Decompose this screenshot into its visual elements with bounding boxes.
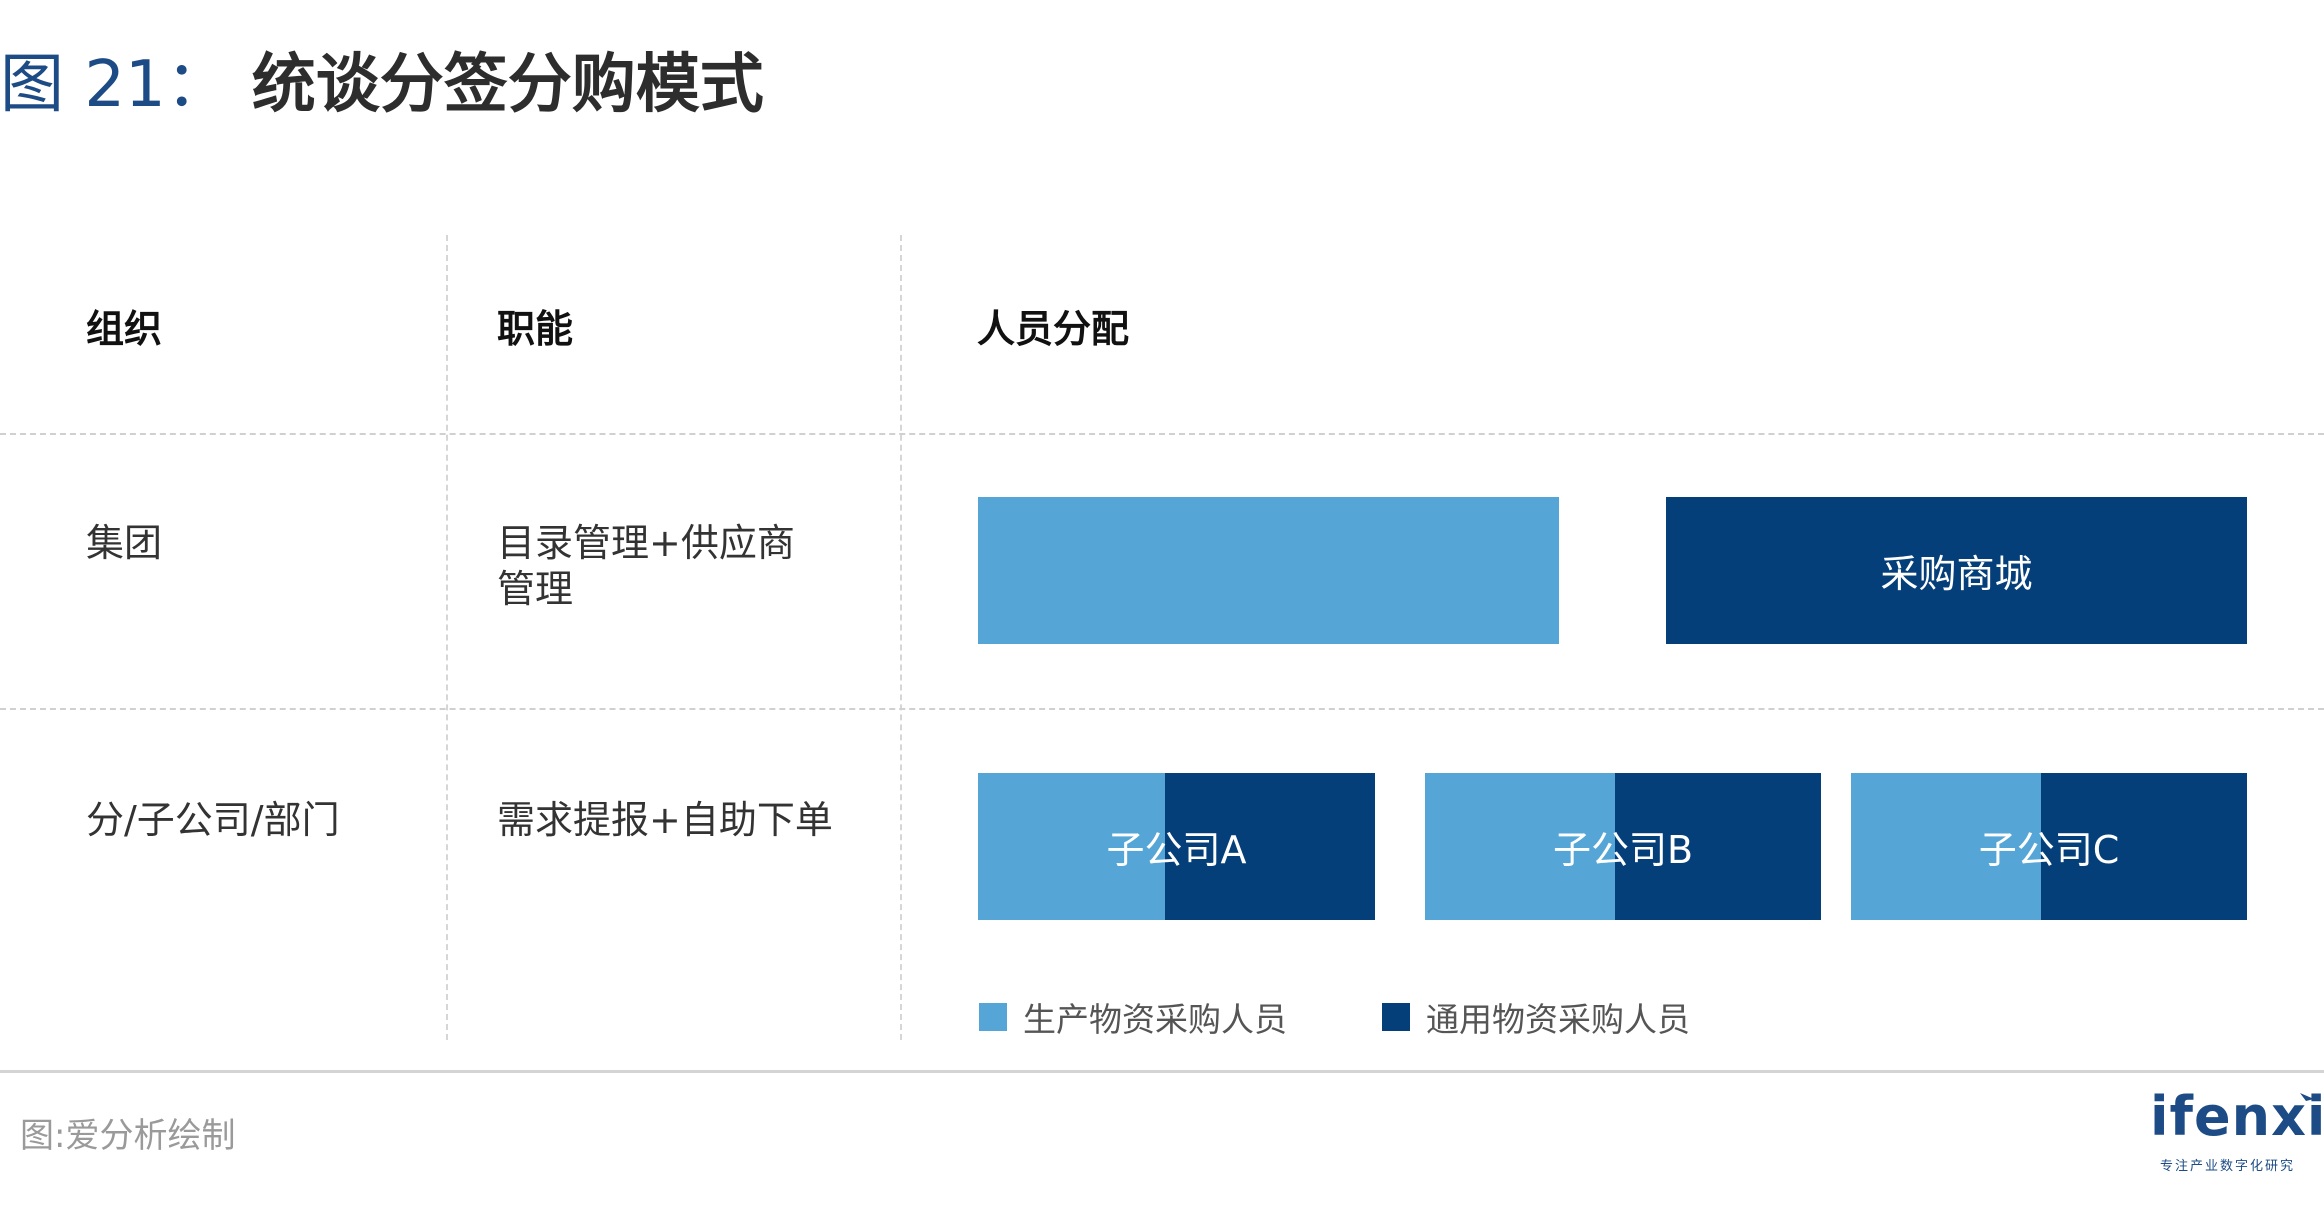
logo-word: ifenxi: [2150, 1085, 2324, 1148]
row-group-org: 集团: [86, 521, 163, 565]
source-note: 图:爱分析绘制: [20, 1116, 236, 1156]
subsidiary-c-bar: 子公司C: [1851, 773, 2247, 920]
subsidiary-a-general-segment: [1164, 773, 1375, 920]
row-subsidiary-org: 分/子公司/部门: [86, 798, 340, 842]
subsidiary-b-label: 子公司B: [1552, 828, 1694, 872]
header-function: 职能: [497, 307, 574, 351]
row-group-function-line2: 管理: [497, 567, 574, 611]
logo-arrow-icon: [2300, 1093, 2314, 1101]
row-group-function: 目录管理+供应商 管理: [497, 520, 795, 612]
row-group-function-line1: 目录管理+供应商: [497, 521, 795, 565]
ifenxi-logo: ifenxi 专注产业数字化研究: [2150, 1085, 2324, 1175]
subsidiary-c-general-segment: [2041, 773, 2247, 920]
subsidiary-b-production-segment: [1425, 773, 1616, 920]
subsidiary-a-label: 子公司A: [1106, 828, 1247, 872]
legend-general: 通用物资采购人员: [1382, 993, 1690, 1041]
figure-title-text: 统谈分签分购模式: [251, 48, 764, 122]
legend-general-swatch: [1382, 1003, 1410, 1031]
figure-number: 图 21：: [0, 48, 230, 122]
legend-general-label: 通用物资采购人员: [1426, 1000, 1690, 1039]
group-mall-bar: 采购商城: [1666, 497, 2247, 644]
header-org: 组织: [86, 307, 163, 351]
subsidiary-a-bar: 子公司A: [978, 773, 1375, 920]
column-divider-1: [446, 235, 448, 1040]
figure-title: 图 21： 统谈分签分购模式: [0, 40, 764, 130]
subsidiary-c-label: 子公司C: [1978, 828, 2120, 872]
header-staffing: 人员分配: [977, 307, 1130, 351]
logo-tagline: 专注产业数字化研究: [2160, 1159, 2296, 1174]
subsidiary-b-general-segment: [1615, 773, 1821, 920]
row-subsidiary-function: 需求提报+自助下单: [497, 798, 833, 842]
column-divider-2: [900, 235, 902, 1040]
footer-divider: [0, 1070, 2324, 1073]
group-production-bar: [978, 497, 1559, 644]
legend-production-label: 生产物资采购人员: [1023, 1000, 1287, 1039]
subsidiary-c-production-segment: [1851, 773, 2042, 920]
legend-production-swatch: [979, 1003, 1007, 1031]
row-divider-header: [0, 433, 2324, 435]
row-divider-1: [0, 708, 2324, 710]
subsidiary-a-production-segment: [978, 773, 1165, 920]
legend-production: 生产物资采购人员: [979, 993, 1287, 1041]
subsidiary-b-bar: 子公司B: [1425, 773, 1821, 920]
